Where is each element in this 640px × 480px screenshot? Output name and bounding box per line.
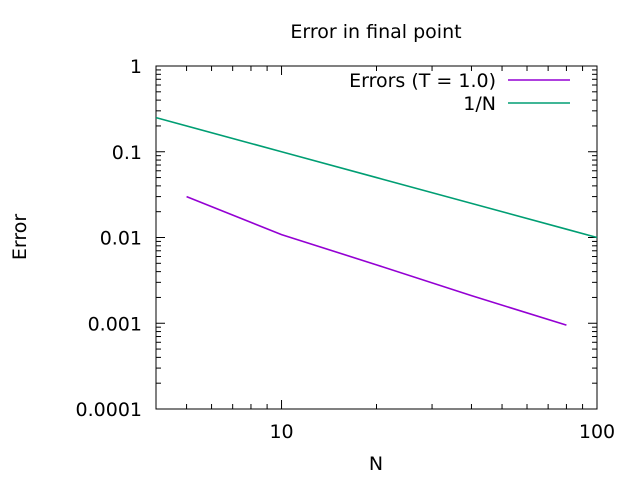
legend: Errors (T = 1.0)1/N [349, 70, 570, 115]
y-tick-label: 0.01 [100, 228, 142, 250]
series-line-1 [186, 195, 567, 326]
x-axis-label: N [369, 453, 383, 475]
chart-title: Error in final point [290, 21, 461, 43]
plot-frame [155, 65, 598, 410]
x-axis-ticks: 10 100 [155, 66, 615, 443]
x-tick-label: 100 [579, 421, 615, 443]
y-tick-label: 1 [130, 56, 142, 78]
series-line-2 [155, 116, 598, 239]
legend-label: 1/N [463, 93, 496, 115]
y-axis-ticks: 1 0.1 0.01 0.001 0.0001 [76, 56, 597, 421]
x-tick-label: 10 [269, 421, 293, 443]
y-tick-label: 0.1 [112, 142, 142, 164]
y-tick-label: 0.001 [88, 313, 142, 335]
series-layer [155, 116, 598, 326]
y-tick-label: 0.0001 [76, 399, 142, 421]
y-axis-label: Error [9, 214, 31, 261]
legend-label: Errors (T = 1.0) [349, 70, 496, 92]
